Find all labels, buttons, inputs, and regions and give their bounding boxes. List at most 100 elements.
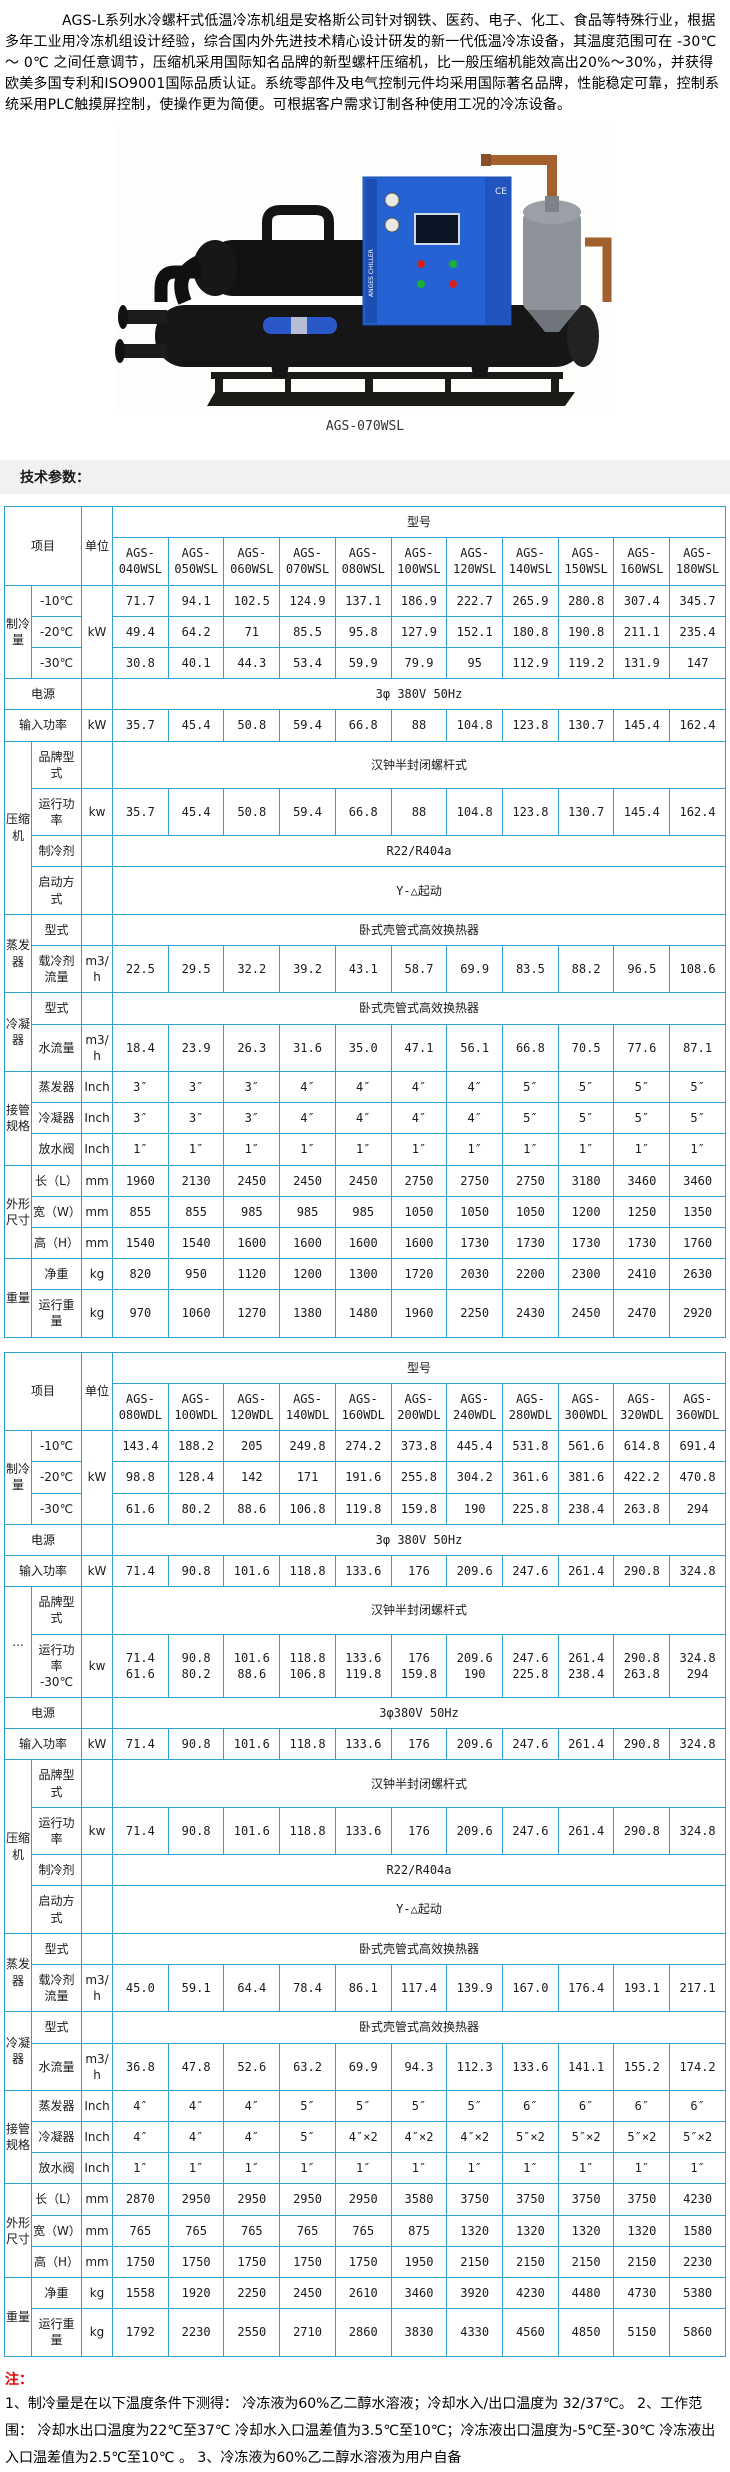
value-cell: 5″ bbox=[669, 1102, 726, 1135]
row-label: 蒸发器 bbox=[30, 1070, 83, 1104]
value-cell: 1600 bbox=[279, 1226, 336, 1260]
value-cell: 5″ bbox=[613, 1070, 671, 1104]
value-cell: 1250 bbox=[613, 1195, 671, 1228]
table-row: -20℃ 98.8 128.4 142 171 191.6 255.8 304.2 361.6 3… bbox=[5, 1461, 726, 1494]
table-row: 重量 净重 kg 820 950 1120 1200 1300 1720 2030 2200 2300… bbox=[4, 1258, 726, 1338]
value-cell: 3460 bbox=[669, 1164, 726, 1197]
value-cell: 152.1 bbox=[446, 615, 504, 648]
table-row: 宽（W） mm 765 765 765 765 765 875 1320 1320 1320 1320… bbox=[5, 2214, 726, 2247]
unit-cell: Inch bbox=[81, 2089, 114, 2123]
value-cell: 2250 bbox=[223, 2276, 281, 2310]
value-cell: 4″ bbox=[279, 1102, 336, 1135]
span-cell: 3φ 380V 50Hz bbox=[112, 678, 726, 711]
value-cell: 1″ bbox=[112, 1133, 169, 1166]
table-row: 输入功率 kW 35.7 45.4 50.8 59.4 66.8 88 104.8 123.8 13… bbox=[3, 709, 726, 742]
value-cell: 56.1 bbox=[446, 1023, 504, 1072]
row-group-label: 制冷量 bbox=[4, 584, 32, 680]
value-cell: 875 bbox=[390, 2214, 448, 2247]
value-cell: 261.4 bbox=[557, 1806, 615, 1856]
table-row: 制冷量 -10℃ kW 143.4 188.2 205 249.8 274.2 373.8 445… bbox=[4, 1430, 726, 1525]
product-photo: CE ANGES CHILLER bbox=[115, 122, 615, 410]
value-cell: 1750 bbox=[334, 2245, 392, 2279]
value-cell: 71.4 bbox=[112, 1554, 169, 1588]
value-cell: 58.7 bbox=[390, 944, 448, 994]
value-cell: 2550 bbox=[223, 2308, 281, 2357]
value-cell: 205 bbox=[223, 1430, 281, 1463]
value-cell: 209.6 190 bbox=[446, 1633, 504, 1699]
value-cell: 39.2 bbox=[279, 944, 336, 994]
span-cell: 卧式壳管式高效换热器 bbox=[112, 2011, 726, 2044]
value-cell: 4″ bbox=[446, 1102, 504, 1135]
value-cell: 49.4 bbox=[112, 615, 169, 648]
value-cell: 4330 bbox=[446, 2308, 504, 2357]
table-row: 冷凝器 型式 卧式壳管式高效换热器 bbox=[4, 2011, 726, 2091]
value-cell: 4″ bbox=[446, 1070, 504, 1104]
value-cell: 174.2 bbox=[669, 2042, 726, 2091]
value-cell: 1″ bbox=[446, 2152, 504, 2185]
value-cell: 1″ bbox=[446, 1133, 504, 1166]
model-header: AGS- 240WDL bbox=[446, 1382, 504, 1432]
value-cell: 145.4 bbox=[613, 787, 671, 837]
span-cell: Y-△起动 bbox=[112, 866, 726, 915]
span-cell: 3φ 380V 50Hz bbox=[112, 1523, 726, 1556]
value-cell: 3″ bbox=[223, 1070, 281, 1104]
value-cell: 71.4 61.6 bbox=[112, 1633, 169, 1699]
control-cabinet: CE ANGES CHILLER bbox=[362, 176, 512, 326]
model-header: AGS- 160WSL bbox=[613, 537, 671, 586]
span-cell: Y-△起动 bbox=[112, 1885, 726, 1934]
value-cell: 6″ bbox=[557, 2089, 615, 2123]
value-cell: 1320 bbox=[557, 2214, 615, 2247]
value-cell: 261.4 238.4 bbox=[557, 1633, 615, 1699]
value-cell: 26.3 bbox=[223, 1023, 281, 1072]
col-header-item: 项目 bbox=[3, 506, 83, 586]
unit-cell: kW bbox=[81, 1430, 114, 1525]
value-cell: 88 bbox=[390, 709, 448, 742]
span-cell: 汉钟半封闭螺杆式 bbox=[112, 1586, 726, 1635]
value-cell: 128.4 bbox=[167, 1461, 225, 1494]
base-frame bbox=[207, 372, 575, 406]
value-cell: 59.1 bbox=[167, 1963, 225, 2013]
row-label: 启动方式 bbox=[30, 1885, 83, 1934]
compressor bbox=[154, 205, 397, 305]
value-cell: 176 bbox=[390, 1554, 448, 1588]
value-cell: 3180 bbox=[557, 1164, 615, 1197]
value-cell: 5″×2 bbox=[669, 2121, 726, 2154]
value-cell: 45.4 bbox=[167, 709, 225, 742]
row-label: 水流量 bbox=[30, 2042, 83, 2091]
value-cell: 294 bbox=[669, 1492, 726, 1525]
svg-text:ANGES CHILLER: ANGES CHILLER bbox=[368, 249, 375, 297]
value-cell: 79.9 bbox=[390, 646, 448, 680]
value-cell: 186.9 bbox=[390, 584, 448, 617]
value-cell: 445.4 bbox=[446, 1430, 504, 1463]
table-row: 宽（W） mm 855 855 985 985 985 1050 1050 1050 1200 125… bbox=[5, 1195, 726, 1228]
value-cell: 1950 bbox=[390, 2245, 448, 2279]
value-cell: 133.6 bbox=[334, 1554, 392, 1588]
value-cell: 1″ bbox=[502, 2152, 559, 2185]
span-cell: 3φ380V 50Hz bbox=[112, 1697, 726, 1730]
value-cell: 88.6 bbox=[223, 1492, 281, 1525]
value-cell: 1050 bbox=[502, 1195, 559, 1228]
value-cell: 4″ bbox=[390, 1070, 448, 1104]
model-header: AGS- 040WSL bbox=[112, 537, 169, 586]
table-row: 放水阀 Inch 1″ 1″ 1″ 1″ 1″ 1″ 1″ 1″ 1″ 1″ 1″ bbox=[5, 2152, 726, 2185]
value-cell: 2950 bbox=[279, 2183, 336, 2216]
value-cell: 307.4 bbox=[613, 584, 671, 617]
span-cell: R22/R404a bbox=[112, 1854, 726, 1887]
value-cell: 249.8 bbox=[279, 1430, 336, 1463]
value-cell: 614.8 bbox=[613, 1430, 671, 1463]
value-cell: 324.8 bbox=[669, 1554, 726, 1588]
value-cell: 985 bbox=[223, 1195, 281, 1228]
value-cell: 118.8 bbox=[279, 1806, 336, 1856]
value-cell: 3″ bbox=[112, 1102, 169, 1135]
table-row: 载冷剂流量 m3/h 22.5 29.5 32.2 39.2 43.1 58.7 69.9 83.… bbox=[5, 944, 726, 994]
row-label: -10℃ bbox=[30, 1430, 83, 1463]
value-cell: 2450 bbox=[223, 1164, 281, 1197]
value-cell: 61.6 bbox=[112, 1492, 169, 1525]
value-cell: 2450 bbox=[279, 1164, 336, 1197]
value-cell: 78.4 bbox=[279, 1963, 336, 2013]
table-row: 高（H） mm 1750 1750 1750 1750 1750 1950 2150 2150 21… bbox=[5, 2245, 726, 2279]
table-row: -30℃ 61.6 80.2 88.6 106.8 119.8 159.8 190 225.8 2… bbox=[5, 1492, 726, 1525]
value-cell: 3″ bbox=[167, 1102, 225, 1135]
value-cell: 59.4 bbox=[279, 709, 336, 742]
value-cell: 2920 bbox=[669, 1289, 726, 1338]
